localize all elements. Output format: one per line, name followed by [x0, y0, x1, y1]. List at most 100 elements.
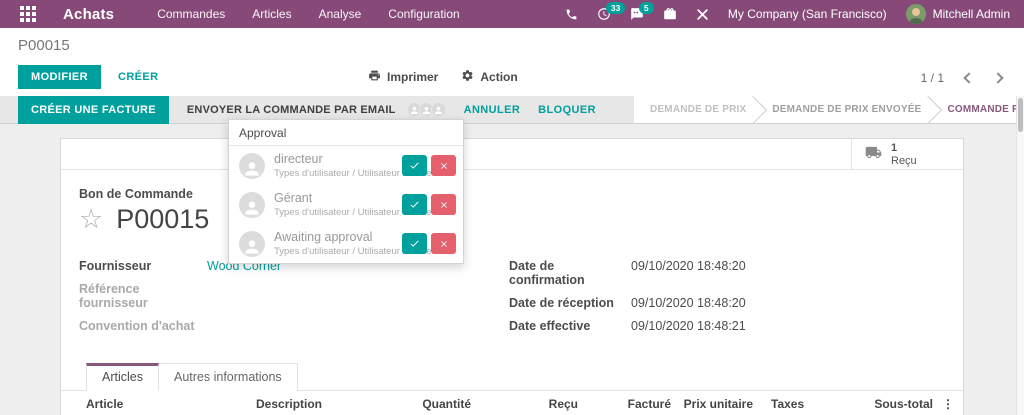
approval-actions — [402, 155, 456, 176]
tab-autres-informations[interactable]: Autres informations — [158, 363, 298, 391]
phone-icon[interactable] — [565, 8, 578, 21]
col-sous-total[interactable]: Sous-total — [856, 391, 941, 415]
approver-avatar-icon — [239, 152, 265, 179]
field-label-date-confirmation: Date de confirmation — [509, 259, 585, 287]
control-panel-actions: Imprimer Action — [368, 69, 518, 85]
field-value-date-reception[interactable]: 09/10/2020 18:48:20 — [631, 296, 746, 310]
approval-row: directeur Types d'utilisateur / Utilisat… — [229, 146, 463, 185]
pager: 1 / 1 — [921, 71, 1004, 85]
messages-icon[interactable]: 5 — [630, 2, 654, 21]
refuse-button[interactable] — [431, 155, 456, 176]
approver-info: directeur Types d'utilisateur / Utilisat… — [274, 152, 432, 179]
block-button[interactable]: BLOQUER — [538, 103, 596, 116]
approver-avatar-icon — [239, 191, 265, 218]
status-steps: DEMANDE DE PRIX DEMANDE DE PRIX ENVOYÉE … — [634, 96, 1016, 123]
systray: 33 5 My Company (San Francisco) Mitchell… — [565, 2, 1010, 24]
order-lines-table: Article Description Quantité Reçu Factur… — [86, 391, 956, 415]
message-count-badge: 5 — [638, 2, 654, 14]
field-value-date-confirmation[interactable]: 09/10/2020 18:48:20 — [631, 259, 746, 273]
favorite-star-icon[interactable]: ☆ — [79, 204, 104, 234]
doc-type-label: Bon de Commande — [79, 187, 193, 201]
field-label-convention-achat: Convention d'achat — [79, 319, 195, 333]
top-navbar: Achats Commandes Articles Analyse Config… — [0, 0, 1024, 28]
approve-button[interactable] — [402, 194, 427, 215]
col-taxes[interactable]: Taxes — [761, 391, 856, 415]
field-label-date-reception: Date de réception — [509, 296, 614, 310]
field-groups: Fournisseur Wood Corner Référence fourni… — [79, 259, 943, 342]
form-sheet: 1 Reçu Bon de Commande ☆ P00015 Fourniss… — [60, 138, 964, 415]
edit-button[interactable]: MODIFIER — [18, 65, 101, 89]
status-step-demande-de-prix[interactable]: DEMANDE DE PRIX — [634, 96, 756, 123]
approver-info: Awaiting approval Types d'utilisateur / … — [274, 230, 432, 257]
approver-avatar-icon — [239, 230, 265, 257]
app-name[interactable]: Achats — [63, 5, 115, 23]
approver-name: Awaiting approval — [274, 230, 373, 244]
approver-avatars — [406, 102, 446, 117]
gift-icon[interactable] — [663, 7, 677, 21]
create-invoice-button[interactable]: CRÉER UNE FACTURE — [18, 95, 169, 124]
approval-row: Gérant Types d'utilisateur / Utilisateur… — [229, 185, 463, 224]
scrollbar-thumb[interactable] — [1018, 98, 1023, 132]
approve-button[interactable] — [402, 233, 427, 254]
tab-articles[interactable]: Articles — [86, 363, 159, 391]
receipt-stat-button[interactable]: 1 Reçu — [851, 139, 963, 170]
sheet-button-box: 1 Reçu — [61, 139, 963, 170]
col-recu[interactable]: Reçu — [479, 391, 586, 415]
col-facture[interactable]: Facturé — [586, 391, 679, 415]
activity-count-badge: 33 — [605, 2, 626, 14]
menu-configuration[interactable]: Configuration — [388, 7, 460, 21]
menu-analyse[interactable]: Analyse — [318, 7, 362, 21]
cancel-button[interactable]: ANNULER — [463, 103, 521, 116]
create-button[interactable]: CRÉER — [117, 71, 159, 83]
col-article[interactable]: Article — [86, 391, 256, 415]
send-by-email-button[interactable]: ENVOYER LA COMMANDE PAR EMAIL — [186, 103, 396, 116]
field-group-left: Fournisseur Wood Corner Référence fourni… — [79, 259, 509, 342]
approver-name: directeur — [274, 152, 323, 166]
status-step-commande-fournisseur[interactable]: COMMANDE FOURNISSEUR — [947, 104, 1016, 115]
receipt-count: 1 — [891, 141, 898, 154]
activity-clock-icon[interactable]: 33 — [597, 2, 626, 21]
approval-row: Awaiting approval Types d'utilisateur / … — [229, 224, 463, 263]
field-label-date-effective: Date effective — [509, 319, 591, 333]
menu-articles[interactable]: Articles — [252, 7, 292, 21]
field-group-right: Date de confirmation 09/10/2020 18:48:20… — [509, 259, 746, 342]
approver-info: Gérant Types d'utilisateur / Utilisateur… — [274, 191, 432, 218]
col-quantite[interactable]: Quantité — [406, 391, 479, 415]
document-title: P00015 — [116, 204, 210, 234]
optional-columns-icon[interactable]: ⋮ — [941, 391, 956, 415]
col-description[interactable]: Description — [256, 391, 406, 415]
receipt-label: Reçu — [891, 154, 917, 167]
action-label: Action — [480, 70, 518, 84]
user-menu[interactable]: Mitchell Admin — [905, 4, 1010, 24]
developer-tools-icon[interactable] — [696, 8, 709, 21]
pager-previous-icon[interactable] — [963, 72, 975, 84]
refuse-button[interactable] — [431, 233, 456, 254]
field-label-reference-fournisseur: Référence fournisseur — [79, 282, 148, 310]
approve-button[interactable] — [402, 155, 427, 176]
status-step-demande-envoyee[interactable]: DEMANDE DE PRIX ENVOYÉE — [756, 96, 931, 123]
vertical-scrollbar[interactable] — [1016, 96, 1024, 415]
approver-name: Gérant — [274, 191, 313, 205]
gear-icon — [461, 69, 474, 85]
print-label: Imprimer — [387, 70, 439, 84]
approver-avatar-icon[interactable] — [430, 102, 446, 117]
pager-next-icon[interactable] — [992, 72, 1004, 84]
action-menu[interactable]: Action — [461, 69, 518, 85]
print-menu[interactable]: Imprimer — [368, 69, 438, 85]
statusbar-buttons: CRÉER UNE FACTURE ENVOYER LA COMMANDE PA… — [0, 95, 634, 124]
menu-commandes[interactable]: Commandes — [157, 7, 226, 21]
approval-dropdown-title: Approval — [229, 120, 463, 146]
col-prix-unitaire[interactable]: Prix unitaire — [679, 391, 761, 415]
user-avatar — [905, 4, 926, 24]
approval-dropdown: Approval directeur Types d'utilisateur /… — [228, 119, 464, 264]
approval-actions — [402, 194, 456, 215]
notebook-tabs: Articles Autres informations — [61, 363, 963, 391]
approver-subtitle: Types d'utilisateur / Utilisateur intern… — [274, 246, 432, 257]
company-switcher[interactable]: My Company (San Francisco) — [727, 7, 887, 21]
breadcrumb[interactable]: P00015 — [18, 37, 70, 54]
apps-menu-icon[interactable] — [20, 6, 36, 22]
refuse-button[interactable] — [431, 194, 456, 215]
printer-icon — [368, 69, 381, 85]
field-label-fournisseur: Fournisseur — [79, 259, 152, 273]
field-value-date-effective[interactable]: 09/10/2020 18:48:21 — [631, 319, 746, 333]
